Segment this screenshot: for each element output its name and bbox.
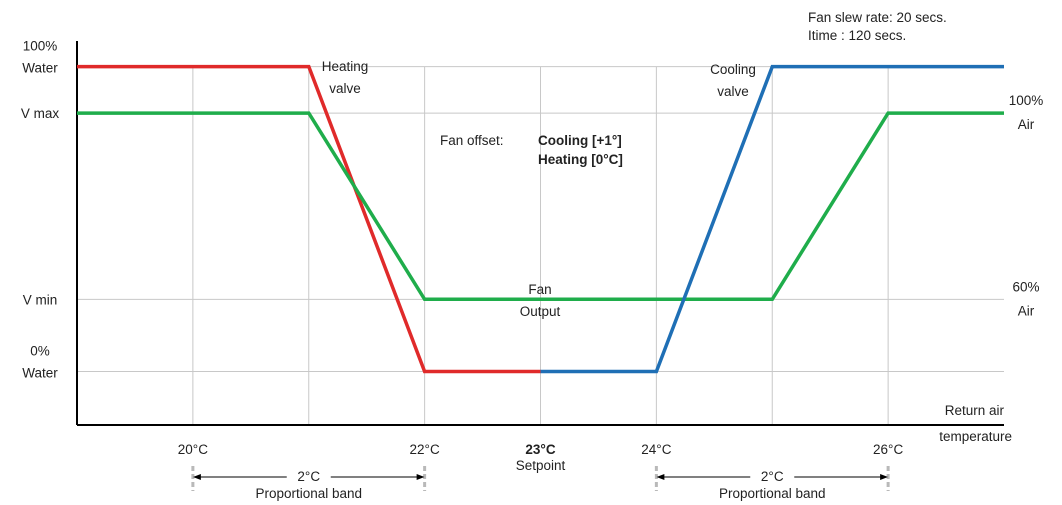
series-label-heating-line1: Heating [322,59,369,74]
y-label-right-vmin-line2: Air [1018,303,1035,318]
y-label-left-vmin: V min [23,292,58,307]
annotation-itime: Itime : 120 secs. [808,28,906,43]
band-label-background [286,465,331,485]
series-line-heating [77,64,541,374]
annotation-fan-offset-cooling: Cooling [+1°] [538,133,622,148]
x-tick-label: 20°C [178,442,208,457]
series-label-fan-line1: Fan [528,282,551,297]
series-line-cooling [540,64,1004,374]
x-axis-label-line1: Return air [945,403,1005,418]
band-value-label: 2°C [761,469,784,484]
y-label-left-water0-line2: Water [22,365,58,380]
series-lines [77,64,1004,374]
y-label-left-water100-line1: 100% [23,39,58,54]
annotation-fan-slew-rate: Fan slew rate: 20 secs. [808,10,947,25]
y-label-left-water0-line1: 0% [30,343,50,358]
y-label-right-vmin-line1: 60% [1012,279,1039,294]
band-label-background [750,465,795,485]
x-tick-sublabel: Setpoint [516,458,566,473]
band-value-label: 2°C [297,469,320,484]
axes [76,41,1004,426]
band-name-label: Proportional band [255,486,362,501]
x-tick-label: 23°C [525,442,555,457]
annotation-fan-offset-label: Fan offset: [440,133,504,148]
x-tick-label: 22°C [410,442,440,457]
series-label-cooling-line2: valve [717,84,749,99]
series-label-heating-line2: valve [329,81,361,96]
band-name-label: Proportional band [719,486,826,501]
series-label-fan-line2: Output [520,304,561,319]
chart-labels: 100% Water V max 100% Air V min 60% Air 0% Water 2… [21,39,1043,473]
annotation-fan-offset-heating: Heating [0°C] [538,152,623,167]
x-axis-label-line2: temperature [939,429,1012,444]
series-label-cooling-line1: Cooling [710,62,756,77]
y-label-right-vmax-line1: 100% [1009,93,1044,108]
series-line-fan [77,111,1004,302]
x-tick-label: 24°C [641,442,671,457]
y-label-right-vmax-line2: Air [1018,117,1035,132]
y-label-left-vmax: V max [21,106,60,121]
x-tick-label: 26°C [873,442,903,457]
y-label-left-water100-line2: Water [22,61,58,76]
proportional-bands: 2°C Proportional band 2°C Proportional band [191,465,890,501]
grid-lines [77,66,1004,425]
